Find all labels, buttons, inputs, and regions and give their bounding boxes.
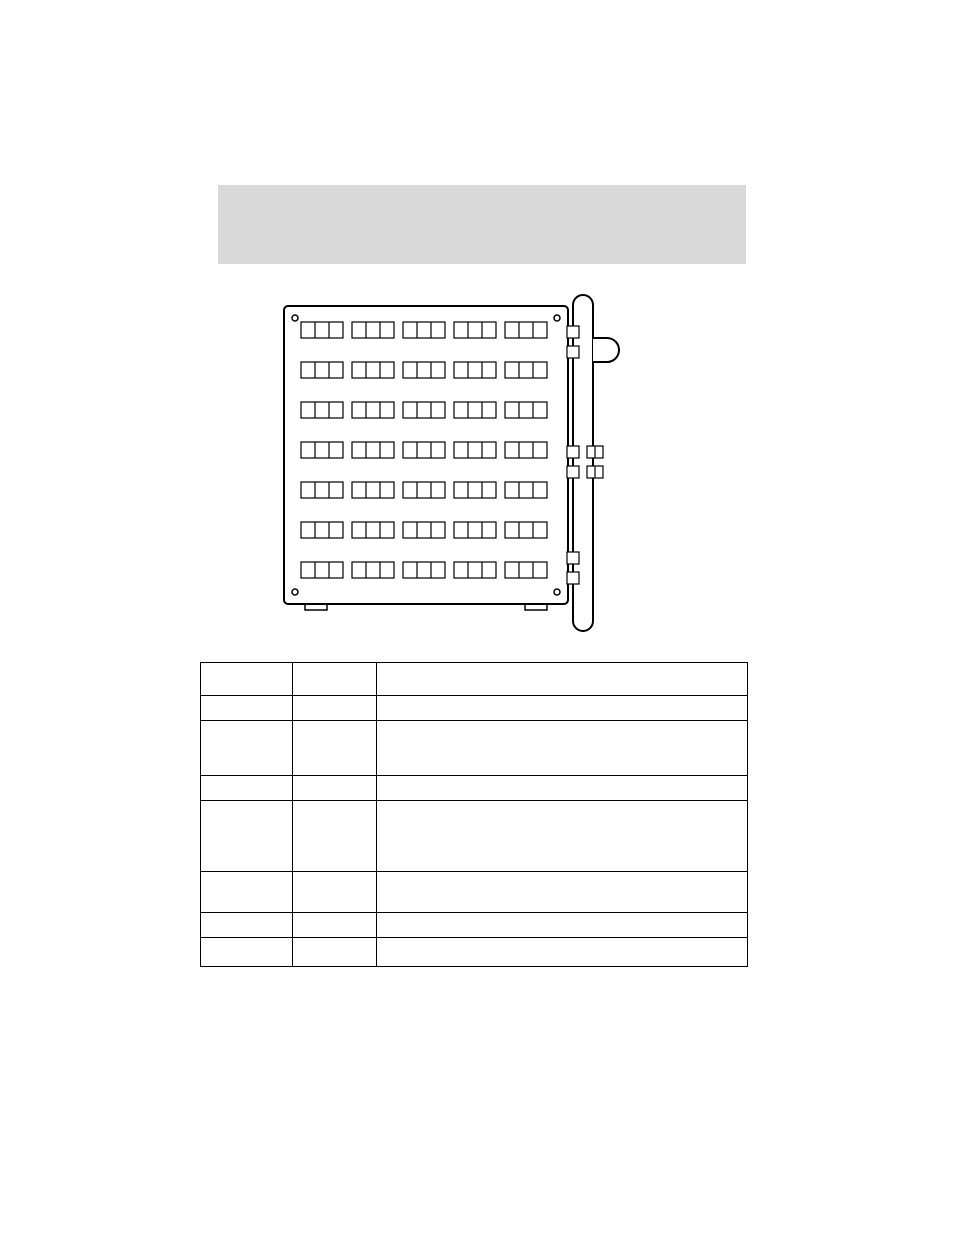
table-cell [292, 801, 376, 872]
screw-hole-icon [292, 589, 298, 595]
fuse-row [301, 362, 547, 378]
table-cell [292, 721, 376, 776]
fuse-grid [301, 322, 547, 578]
table-cell [201, 696, 293, 721]
fuse-table [200, 662, 748, 967]
table-cell [376, 721, 747, 776]
fuse-row [301, 522, 547, 538]
table-cell [201, 913, 293, 938]
table-cell [201, 938, 293, 967]
diagram-svg [283, 294, 645, 634]
table-cell [292, 663, 376, 696]
table-row [201, 663, 748, 696]
table-row [201, 696, 748, 721]
table-row [201, 872, 748, 913]
table-cell [201, 801, 293, 872]
table-cell [376, 938, 747, 967]
table-cell [376, 801, 747, 872]
gray-header-bar [218, 185, 746, 264]
fuse-row [301, 482, 547, 498]
fuse-row [301, 402, 547, 418]
fuse-row [301, 442, 547, 458]
table-cell [201, 776, 293, 801]
table-cell [292, 872, 376, 913]
table-row [201, 801, 748, 872]
table-cell [376, 872, 747, 913]
table-cell [201, 663, 293, 696]
fuse-panel-diagram [283, 294, 645, 634]
fuse-row [301, 562, 547, 578]
table-cell [292, 913, 376, 938]
table-cell [376, 776, 747, 801]
table-cell [292, 776, 376, 801]
table-cell [201, 872, 293, 913]
panel-outline [284, 306, 568, 604]
screw-hole-icon [554, 315, 560, 321]
page [0, 0, 954, 1235]
table-row [201, 938, 748, 967]
table-cell [201, 721, 293, 776]
table-cell [376, 696, 747, 721]
table-row [201, 721, 748, 776]
fuse-row [301, 322, 547, 338]
handle-tab [593, 338, 619, 362]
screw-hole-icon [292, 315, 298, 321]
table-row [201, 776, 748, 801]
table-cell [292, 938, 376, 967]
table-cell [376, 663, 747, 696]
table-cell [376, 913, 747, 938]
table-cell [292, 696, 376, 721]
screw-hole-icon [554, 589, 560, 595]
table-row [201, 913, 748, 938]
